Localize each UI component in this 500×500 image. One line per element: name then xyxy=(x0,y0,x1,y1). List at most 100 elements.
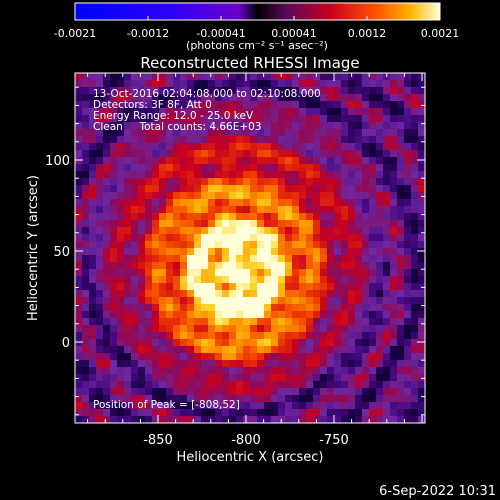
image-pixel xyxy=(390,346,397,353)
image-pixel xyxy=(124,108,131,115)
image-pixel xyxy=(138,304,145,311)
image-pixel xyxy=(138,395,145,402)
image-pixel xyxy=(194,395,201,402)
image-pixel xyxy=(110,150,117,157)
image-pixel xyxy=(152,241,159,248)
image-pixel xyxy=(306,332,313,339)
image-pixel xyxy=(292,402,299,409)
image-pixel xyxy=(124,234,131,241)
image-pixel xyxy=(159,248,166,255)
image-pixel xyxy=(411,367,418,374)
image-pixel xyxy=(152,185,159,192)
image-pixel xyxy=(208,213,215,220)
image-pixel xyxy=(383,213,390,220)
image-pixel xyxy=(397,374,404,381)
image-pixel xyxy=(418,269,425,276)
image-pixel xyxy=(404,297,411,304)
image-pixel xyxy=(117,122,124,129)
image-pixel xyxy=(264,276,271,283)
image-pixel xyxy=(292,255,299,262)
image-pixel xyxy=(278,248,285,255)
image-pixel xyxy=(348,220,355,227)
image-pixel xyxy=(215,409,222,416)
image-pixel xyxy=(215,73,222,80)
image-pixel xyxy=(201,409,208,416)
image-pixel xyxy=(187,199,194,206)
image-pixel xyxy=(145,290,152,297)
image-pixel xyxy=(299,388,306,395)
image-pixel xyxy=(327,150,334,157)
image-pixel xyxy=(194,220,201,227)
image-pixel xyxy=(271,220,278,227)
image-pixel xyxy=(306,290,313,297)
image-pixel xyxy=(278,206,285,213)
image-pixel xyxy=(306,381,313,388)
image-pixel xyxy=(299,108,306,115)
image-pixel xyxy=(327,276,334,283)
image-pixel xyxy=(390,136,397,143)
image-pixel xyxy=(89,311,96,318)
image-pixel xyxy=(208,108,215,115)
image-pixel xyxy=(180,262,187,269)
image-pixel xyxy=(341,234,348,241)
image-pixel xyxy=(362,395,369,402)
image-pixel xyxy=(124,325,131,332)
image-pixel xyxy=(173,94,180,101)
image-pixel xyxy=(229,192,236,199)
image-pixel xyxy=(236,241,243,248)
image-pixel xyxy=(187,192,194,199)
image-pixel xyxy=(187,150,194,157)
image-pixel xyxy=(208,276,215,283)
image-pixel xyxy=(96,192,103,199)
image-pixel xyxy=(110,353,117,360)
image-pixel xyxy=(404,199,411,206)
image-pixel xyxy=(166,171,173,178)
image-pixel xyxy=(194,108,201,115)
image-pixel xyxy=(418,129,425,136)
image-pixel xyxy=(285,409,292,416)
image-pixel xyxy=(89,367,96,374)
image-pixel xyxy=(264,157,271,164)
image-pixel xyxy=(264,136,271,143)
image-pixel xyxy=(222,157,229,164)
image-pixel xyxy=(306,220,313,227)
image-pixel xyxy=(369,276,376,283)
image-pixel xyxy=(383,346,390,353)
image-pixel xyxy=(124,150,131,157)
image-pixel xyxy=(383,206,390,213)
image-pixel xyxy=(159,108,166,115)
image-pixel xyxy=(348,255,355,262)
image-pixel xyxy=(215,164,222,171)
image-pixel xyxy=(222,213,229,220)
image-pixel xyxy=(285,73,292,80)
image-pixel xyxy=(327,325,334,332)
image-pixel xyxy=(313,367,320,374)
image-pixel xyxy=(124,402,131,409)
image-pixel xyxy=(229,346,236,353)
image-pixel xyxy=(82,241,89,248)
image-pixel xyxy=(397,87,404,94)
image-pixel xyxy=(110,108,117,115)
image-pixel xyxy=(96,220,103,227)
image-pixel xyxy=(250,388,257,395)
image-pixel xyxy=(334,192,341,199)
image-pixel xyxy=(369,220,376,227)
image-pixel xyxy=(390,164,397,171)
image-pixel xyxy=(215,367,222,374)
image-pixel xyxy=(75,255,82,262)
image-pixel xyxy=(222,178,229,185)
image-pixel xyxy=(152,409,159,416)
image-pixel xyxy=(138,388,145,395)
image-pixel xyxy=(376,122,383,129)
image-pixel xyxy=(138,416,145,423)
image-pixel xyxy=(236,395,243,402)
image-pixel xyxy=(89,171,96,178)
image-pixel xyxy=(320,353,327,360)
image-pixel xyxy=(82,136,89,143)
image-pixel xyxy=(397,241,404,248)
image-pixel xyxy=(306,388,313,395)
image-pixel xyxy=(411,353,418,360)
image-pixel xyxy=(124,129,131,136)
image-pixel xyxy=(264,409,271,416)
image-pixel xyxy=(201,164,208,171)
